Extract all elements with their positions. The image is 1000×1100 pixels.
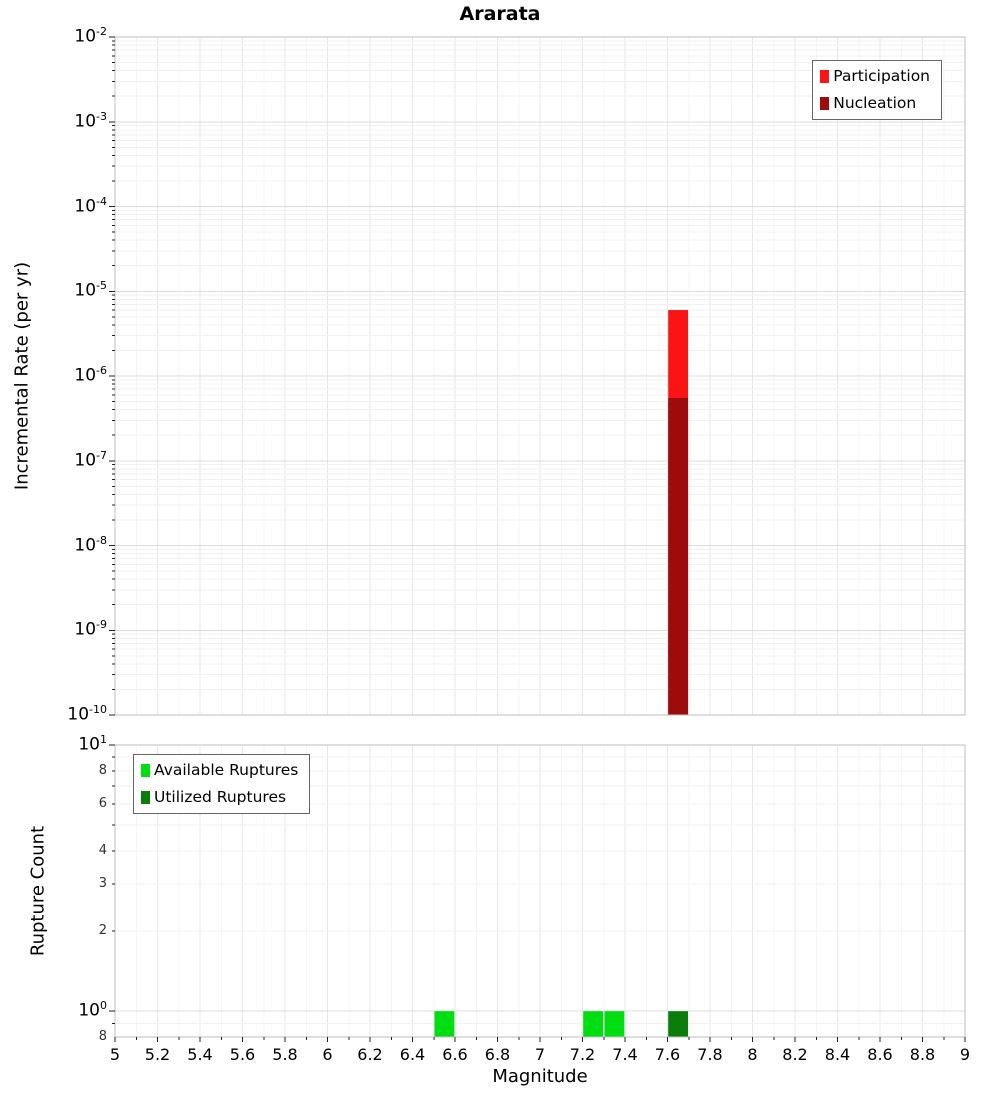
nucleation-legend-label: Nucleation <box>833 94 917 112</box>
x-tick-label: 5.8 <box>272 1045 298 1064</box>
x-tick-label: 6.4 <box>399 1045 426 1064</box>
x-tick-label: 5.4 <box>187 1045 213 1064</box>
legend-row-participation: Participation <box>820 67 930 85</box>
x-tick-label: 8.6 <box>867 1045 893 1064</box>
x-tick-label: 7.2 <box>569 1045 596 1064</box>
x-tick-label: 5.2 <box>144 1045 171 1064</box>
y-tick-label: 10-5 <box>74 279 107 301</box>
x-tick-label: 9 <box>959 1045 971 1064</box>
bar-utilized-ruptures <box>668 1011 689 1037</box>
y-tick-label: 10-8 <box>74 533 107 556</box>
y-tick-label: 2 <box>98 923 107 939</box>
legend-row-utilized: Utilized Ruptures <box>141 788 298 806</box>
x-axis-title: Magnitude <box>492 1066 588 1087</box>
y-tick-label: 10-2 <box>74 25 107 47</box>
x-tick-label: 5 <box>109 1045 121 1064</box>
y-tick-label: 8 <box>98 1029 107 1044</box>
y-tick-label: 4 <box>98 842 107 858</box>
y-tick-label: 101 <box>78 733 107 755</box>
x-tick-label: 8.8 <box>909 1045 936 1064</box>
bar-available-ruptures <box>434 1011 455 1037</box>
y-tick-label: 6 <box>98 796 107 812</box>
available-ruptures-swatch-icon <box>141 763 150 777</box>
x-tick-label: 8.2 <box>782 1045 808 1064</box>
rate-axis-title: Incremental Rate (per yr) <box>11 261 33 491</box>
participation-swatch-icon <box>820 69 830 83</box>
utilized-ruptures-legend-label: Utilized Ruptures <box>154 788 287 806</box>
rate-legend: Participation Nucleation <box>812 60 942 120</box>
x-tick-label: 6 <box>322 1045 333 1064</box>
x-tick-label: 7 <box>534 1045 546 1064</box>
bar-nucleation <box>668 398 689 715</box>
y-tick-label: 10-9 <box>74 618 107 640</box>
available-ruptures-legend-label: Available Ruptures <box>154 761 299 779</box>
x-tick-label: 7.8 <box>697 1045 723 1064</box>
x-tick-label: 7.4 <box>612 1045 638 1064</box>
y-tick-label: 10-10 <box>67 703 107 725</box>
y-tick-label: 8 <box>98 762 107 778</box>
x-tick-label: 7.6 <box>654 1045 681 1064</box>
utilized-ruptures-swatch-icon <box>141 790 150 804</box>
y-tick-label: 10-4 <box>74 194 107 217</box>
nucleation-swatch-icon <box>820 96 830 110</box>
chart-title: Ararata <box>459 3 541 25</box>
x-tick-label: 6.2 <box>357 1045 383 1064</box>
x-tick-label: 8 <box>747 1045 758 1064</box>
y-tick-label: 10-6 <box>74 364 107 386</box>
y-tick-label: 10-7 <box>74 448 107 471</box>
rate-plot-area <box>109 36 966 716</box>
participation-legend-label: Participation <box>833 67 930 85</box>
bar-available-ruptures <box>604 1011 625 1037</box>
x-tick-label: 8.4 <box>824 1045 851 1064</box>
x-tick-label: 6.6 <box>442 1045 468 1064</box>
x-tick-label: 5.6 <box>229 1045 256 1064</box>
y-tick-label: 3 <box>98 876 107 892</box>
y-tick-label: 100 <box>78 999 107 1021</box>
bar-available-ruptures <box>583 1011 604 1037</box>
x-tick-label: 6.8 <box>484 1045 511 1064</box>
legend-row-available: Available Ruptures <box>141 761 298 779</box>
count-legend: Available Ruptures Utilized Ruptures <box>133 754 311 814</box>
y-tick-label: 10-3 <box>74 109 107 132</box>
legend-row-nucleation: Nucleation <box>820 94 930 112</box>
